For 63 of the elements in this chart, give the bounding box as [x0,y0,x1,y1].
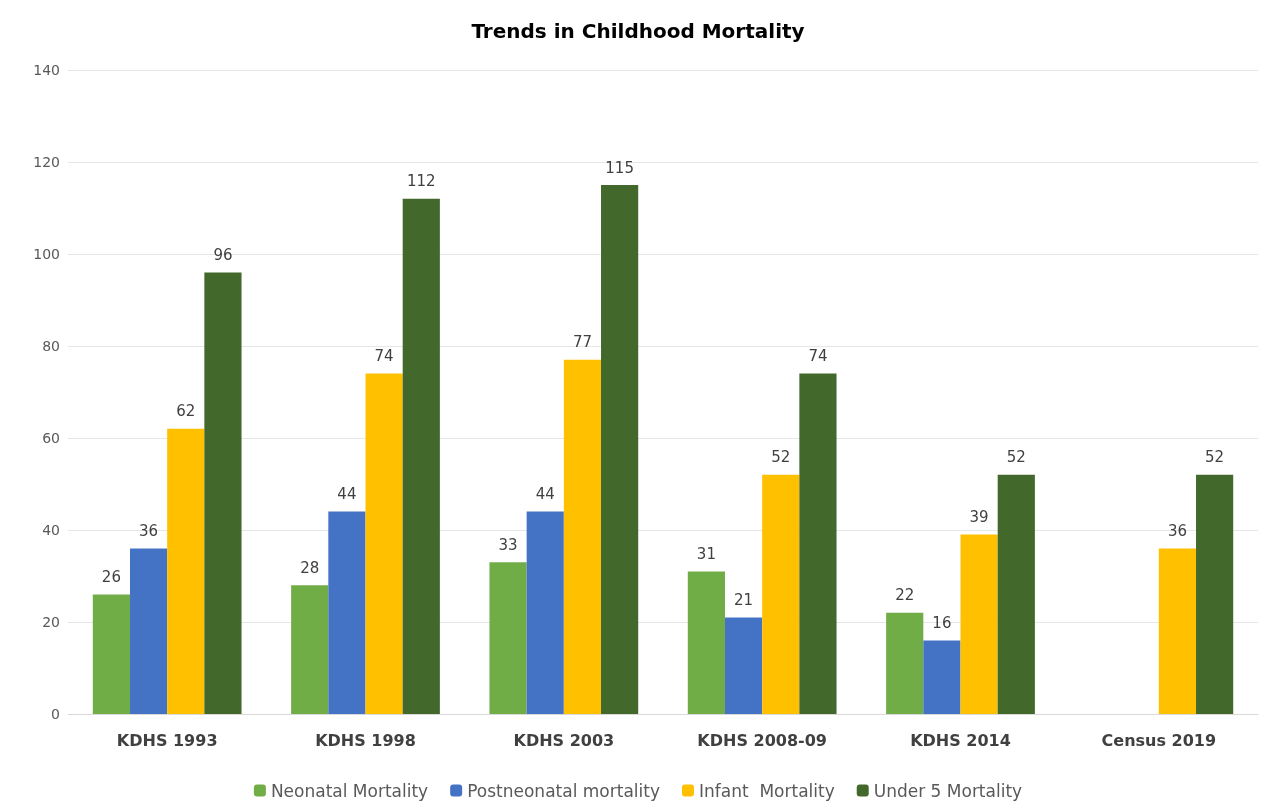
data-label: 115 [605,158,634,177]
data-label: 36 [1167,521,1187,540]
data-label: 62 [176,402,196,421]
bar [960,534,998,714]
bar [923,640,961,714]
bar [1158,548,1197,714]
data-label: 39 [969,508,989,527]
y-tick-label: 40 [42,522,60,538]
chart-title: Trends in Childhood Mortality [471,19,805,43]
data-label: 112 [406,172,436,191]
data-label: 36 [139,521,159,540]
data-label: 77 [572,333,592,352]
data-label: 52 [1205,448,1225,467]
bar [526,511,564,714]
data-label: 44 [535,485,555,504]
bar [687,571,725,714]
bar [563,359,602,714]
y-tick-label: 0 [51,706,60,722]
bar [799,373,837,714]
legend-label: Neonatal Mortality [270,780,429,801]
y-tick-label: 60 [42,430,60,446]
data-label: 16 [932,613,952,632]
x-tick-label: KDHS 2003 [513,730,615,750]
legend-label: Infant Mortality [698,780,835,801]
y-tick-label: 20 [42,614,60,630]
bar [129,548,168,714]
bar [167,428,205,714]
bar [291,585,329,714]
bar [724,617,763,714]
data-label: 33 [498,535,518,554]
bar [489,562,527,714]
data-label: 96 [213,245,233,264]
bar [601,185,639,714]
x-tick-label: Census 2019 [1101,730,1217,750]
bar [762,474,800,714]
bar [886,612,924,714]
y-tick-label: 120 [33,154,60,170]
x-tick-label: KDHS 2014 [910,730,1011,750]
bar [328,511,366,714]
legend-label: Under 5 Mortality [873,780,1023,801]
data-label: 28 [300,558,320,577]
data-label: 44 [337,485,357,504]
data-label: 52 [1006,448,1026,467]
data-label: 31 [696,544,716,563]
data-label: 74 [808,347,828,366]
bar [1196,474,1234,714]
x-tick-label: KDHS 2008-09 [697,730,827,750]
data-label: 26 [101,567,121,586]
bar [997,474,1035,714]
x-tick-label: KDHS 1998 [315,730,416,750]
y-tick-label: 80 [42,338,60,354]
bar [92,594,130,714]
bar [365,373,403,714]
data-label: 74 [374,347,394,366]
y-tick-label: 140 [33,62,60,78]
data-label: 52 [771,448,791,467]
legend-label: Postneonatal mortality [467,780,660,801]
y-tick-label: 100 [33,246,60,262]
bar [402,198,440,714]
bar [204,272,242,714]
data-label: 21 [734,590,754,609]
data-label: 22 [895,586,915,605]
x-tick-label: KDHS 1993 [116,730,218,750]
